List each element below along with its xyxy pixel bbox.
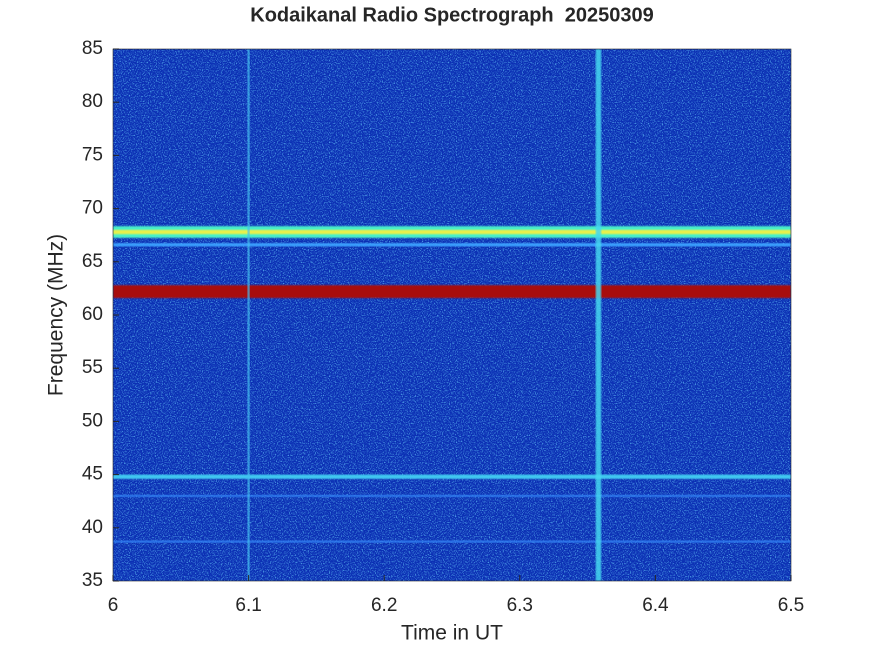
y-tick-label: 55 [82,357,103,378]
y-tick-label: 60 [82,304,103,325]
y-tick-label: 40 [82,517,103,538]
x-tick-label: 6.3 [507,595,533,616]
frequency-band [113,285,791,298]
y-tick-label: 45 [82,464,103,485]
x-tick-label: 6.1 [235,595,261,616]
y-tick-label: 70 [82,198,103,219]
noise [113,49,791,581]
y-tick-label: 75 [82,144,103,165]
x-tick-label: 6.2 [371,595,397,616]
plot-area [113,49,791,581]
x-tick-label: 6 [108,595,119,616]
frequency-band [113,474,791,479]
x-axis-label: Time in UT [401,622,503,645]
chart-title: Kodaikanal Radio Spectrograph 20250309 [250,4,654,26]
y-tick-label: 50 [82,410,103,431]
y-tick-label: 65 [82,251,103,272]
frequency-band [113,494,791,497]
frequency-band [113,540,791,543]
y-tick-label: 85 [82,38,103,59]
burst [595,49,602,581]
y-tick-label: 80 [82,91,103,112]
x-tick-label: 6.4 [642,595,669,616]
burst [247,49,250,581]
y-tick-label: 35 [82,570,103,591]
x-tick-label: 6.5 [778,595,804,616]
frequency-band [113,243,791,247]
y-axis-label: Frequency (MHz) [45,234,68,396]
frequency-band [113,229,791,235]
